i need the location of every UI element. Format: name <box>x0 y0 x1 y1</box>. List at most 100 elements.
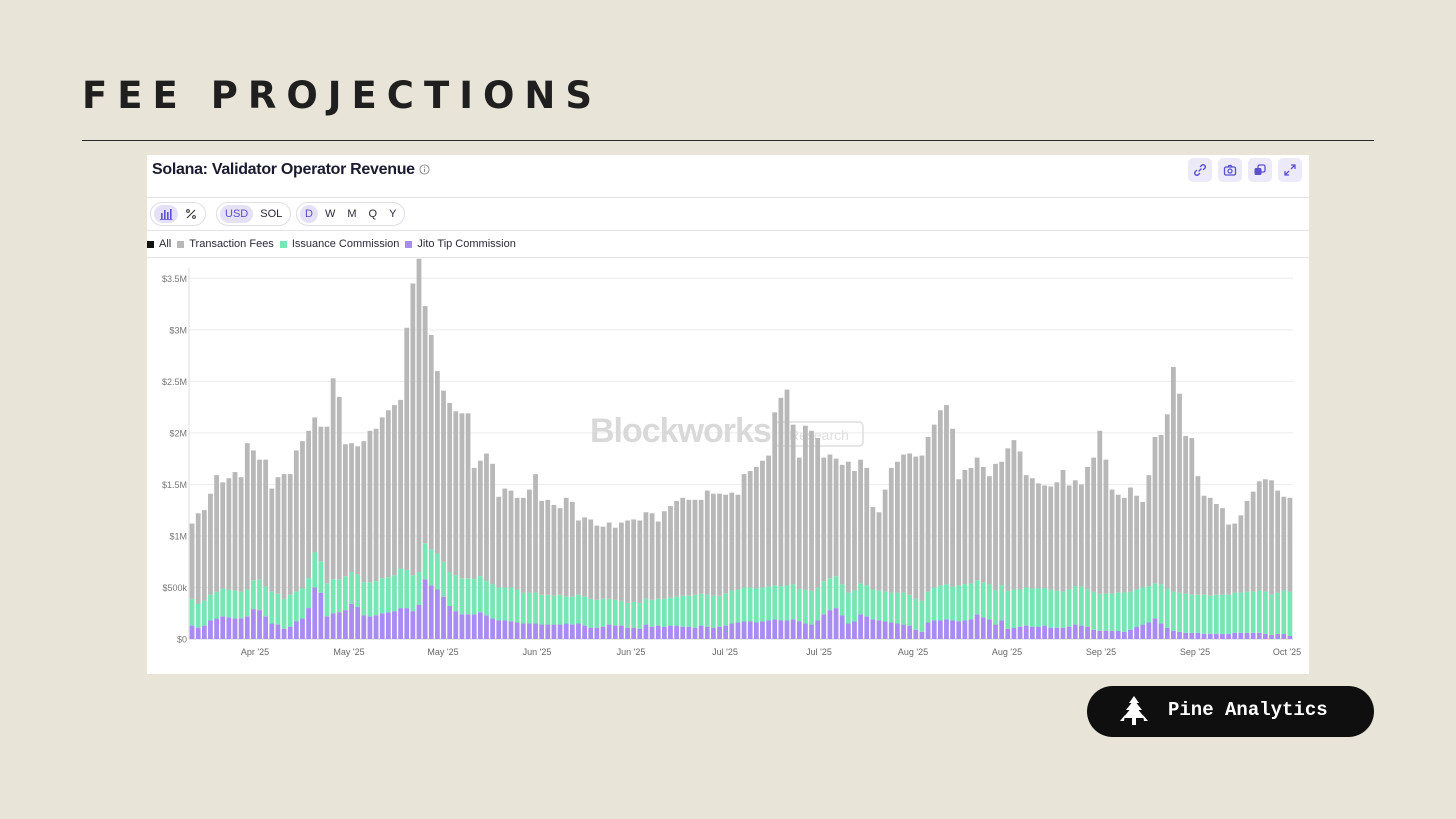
bar-segment[interactable] <box>888 622 894 639</box>
bar-segment[interactable] <box>661 626 667 639</box>
bar-segment[interactable] <box>1250 491 1256 592</box>
bar-segment[interactable] <box>1250 632 1256 639</box>
bar-segment[interactable] <box>619 600 624 626</box>
bar-segment[interactable] <box>619 625 624 639</box>
bar-segment[interactable] <box>821 457 827 582</box>
bar-segment[interactable] <box>257 579 262 611</box>
bar-segment[interactable] <box>477 576 483 613</box>
bar-segment[interactable] <box>471 614 477 639</box>
bar-segment[interactable] <box>1287 497 1293 592</box>
bar-segment[interactable] <box>404 608 410 639</box>
bar-segment[interactable] <box>686 626 692 639</box>
bar-segment[interactable] <box>201 625 207 639</box>
bar-segment[interactable] <box>1036 588 1041 627</box>
bar-segment[interactable] <box>453 575 459 612</box>
bar-segment[interactable] <box>631 519 637 602</box>
bar-segment[interactable] <box>1189 438 1195 595</box>
bar-segment[interactable] <box>422 579 428 639</box>
bar-segment[interactable] <box>539 594 545 625</box>
bar-segment[interactable] <box>1189 594 1195 633</box>
bar-segment[interactable] <box>1152 437 1158 584</box>
bar-segment[interactable] <box>1097 593 1103 631</box>
bar-segment[interactable] <box>1036 483 1041 589</box>
bar-segment[interactable] <box>1091 591 1097 630</box>
bar-segment[interactable] <box>809 624 814 639</box>
bar-segment[interactable] <box>882 621 888 639</box>
bar-segment[interactable] <box>1115 592 1121 631</box>
bar-segment[interactable] <box>901 592 906 625</box>
bar-segment[interactable] <box>367 430 373 583</box>
bar-segment[interactable] <box>931 424 937 588</box>
bar-segment[interactable] <box>980 582 986 618</box>
bar-segment[interactable] <box>1060 627 1066 639</box>
bar-segment[interactable] <box>637 520 643 603</box>
bar-segment[interactable] <box>625 602 630 628</box>
bar-segment[interactable] <box>1171 630 1176 639</box>
bar-segment[interactable] <box>956 479 962 586</box>
bar-segment[interactable] <box>514 497 520 590</box>
bar-segment[interactable] <box>999 620 1005 639</box>
bar-segment[interactable] <box>1238 632 1244 639</box>
bar-segment[interactable] <box>514 622 520 639</box>
bar-segment[interactable] <box>220 482 226 589</box>
bar-segment[interactable] <box>937 410 943 586</box>
bar-segment[interactable] <box>1085 588 1090 627</box>
bar-segment[interactable] <box>766 586 771 621</box>
bar-segment[interactable] <box>974 457 980 581</box>
percent-view-button[interactable] <box>180 205 202 223</box>
bar-segment[interactable] <box>1263 633 1268 639</box>
bar-segment[interactable] <box>582 625 587 639</box>
bar-segment[interactable] <box>833 458 839 577</box>
bar-segment[interactable] <box>1146 586 1152 623</box>
bar-segment[interactable] <box>760 460 765 588</box>
bar-segment[interactable] <box>257 610 262 639</box>
bar-segment[interactable] <box>790 619 796 639</box>
bar-segment[interactable] <box>1201 594 1207 634</box>
bar-segment[interactable] <box>1072 480 1078 587</box>
bar-segment[interactable] <box>729 590 735 624</box>
bar-segment[interactable] <box>1238 592 1244 633</box>
period-y-button[interactable]: Y <box>389 208 397 220</box>
bar-segment[interactable] <box>435 553 440 590</box>
bar-segment[interactable] <box>655 521 661 599</box>
bar-segment[interactable] <box>238 591 244 619</box>
bar-segment[interactable] <box>287 626 293 639</box>
bar-segment[interactable] <box>1238 515 1244 593</box>
bar-segment[interactable] <box>1042 588 1047 626</box>
bar-segment[interactable] <box>1005 628 1011 639</box>
legend-item-jito-tip-commission[interactable]: Jito Tip Commission <box>405 238 516 250</box>
bar-segment[interactable] <box>1195 594 1201 633</box>
bar-segment[interactable] <box>527 623 532 639</box>
bar-segment[interactable] <box>796 457 802 589</box>
bar-segment[interactable] <box>711 627 716 639</box>
bar-segment[interactable] <box>680 595 686 627</box>
bar-segment[interactable] <box>747 587 753 622</box>
bar-segment[interactable] <box>1158 584 1164 624</box>
bar-segment[interactable] <box>1152 618 1158 639</box>
copy-button[interactable] <box>1248 158 1272 182</box>
bar-segment[interactable] <box>416 572 422 605</box>
bar-segment[interactable] <box>281 474 287 599</box>
bar-segment[interactable] <box>901 454 906 593</box>
bar-segment[interactable] <box>655 598 661 626</box>
legend-item-transaction-fees[interactable]: Transaction Fees <box>177 238 274 250</box>
bar-segment[interactable] <box>1017 626 1023 639</box>
bar-segment[interactable] <box>563 596 569 624</box>
bar-segment[interactable] <box>821 614 827 639</box>
bar-segment[interactable] <box>606 522 612 599</box>
bar-segment[interactable] <box>839 584 845 616</box>
bar-segment[interactable] <box>367 616 373 639</box>
bar-segment[interactable] <box>680 497 686 596</box>
bar-segment[interactable] <box>318 592 324 640</box>
bar-segment[interactable] <box>336 396 342 580</box>
bar-segment[interactable] <box>520 497 526 593</box>
bar-segment[interactable] <box>1121 497 1127 593</box>
bar-segment[interactable] <box>459 413 465 579</box>
bar-segment[interactable] <box>508 587 514 622</box>
bar-segment[interactable] <box>385 612 391 639</box>
bar-segment[interactable] <box>214 475 219 592</box>
bar-segment[interactable] <box>1109 593 1115 631</box>
bar-segment[interactable] <box>1244 500 1250 592</box>
bar-segment[interactable] <box>293 450 299 592</box>
expand-button[interactable] <box>1278 158 1302 182</box>
